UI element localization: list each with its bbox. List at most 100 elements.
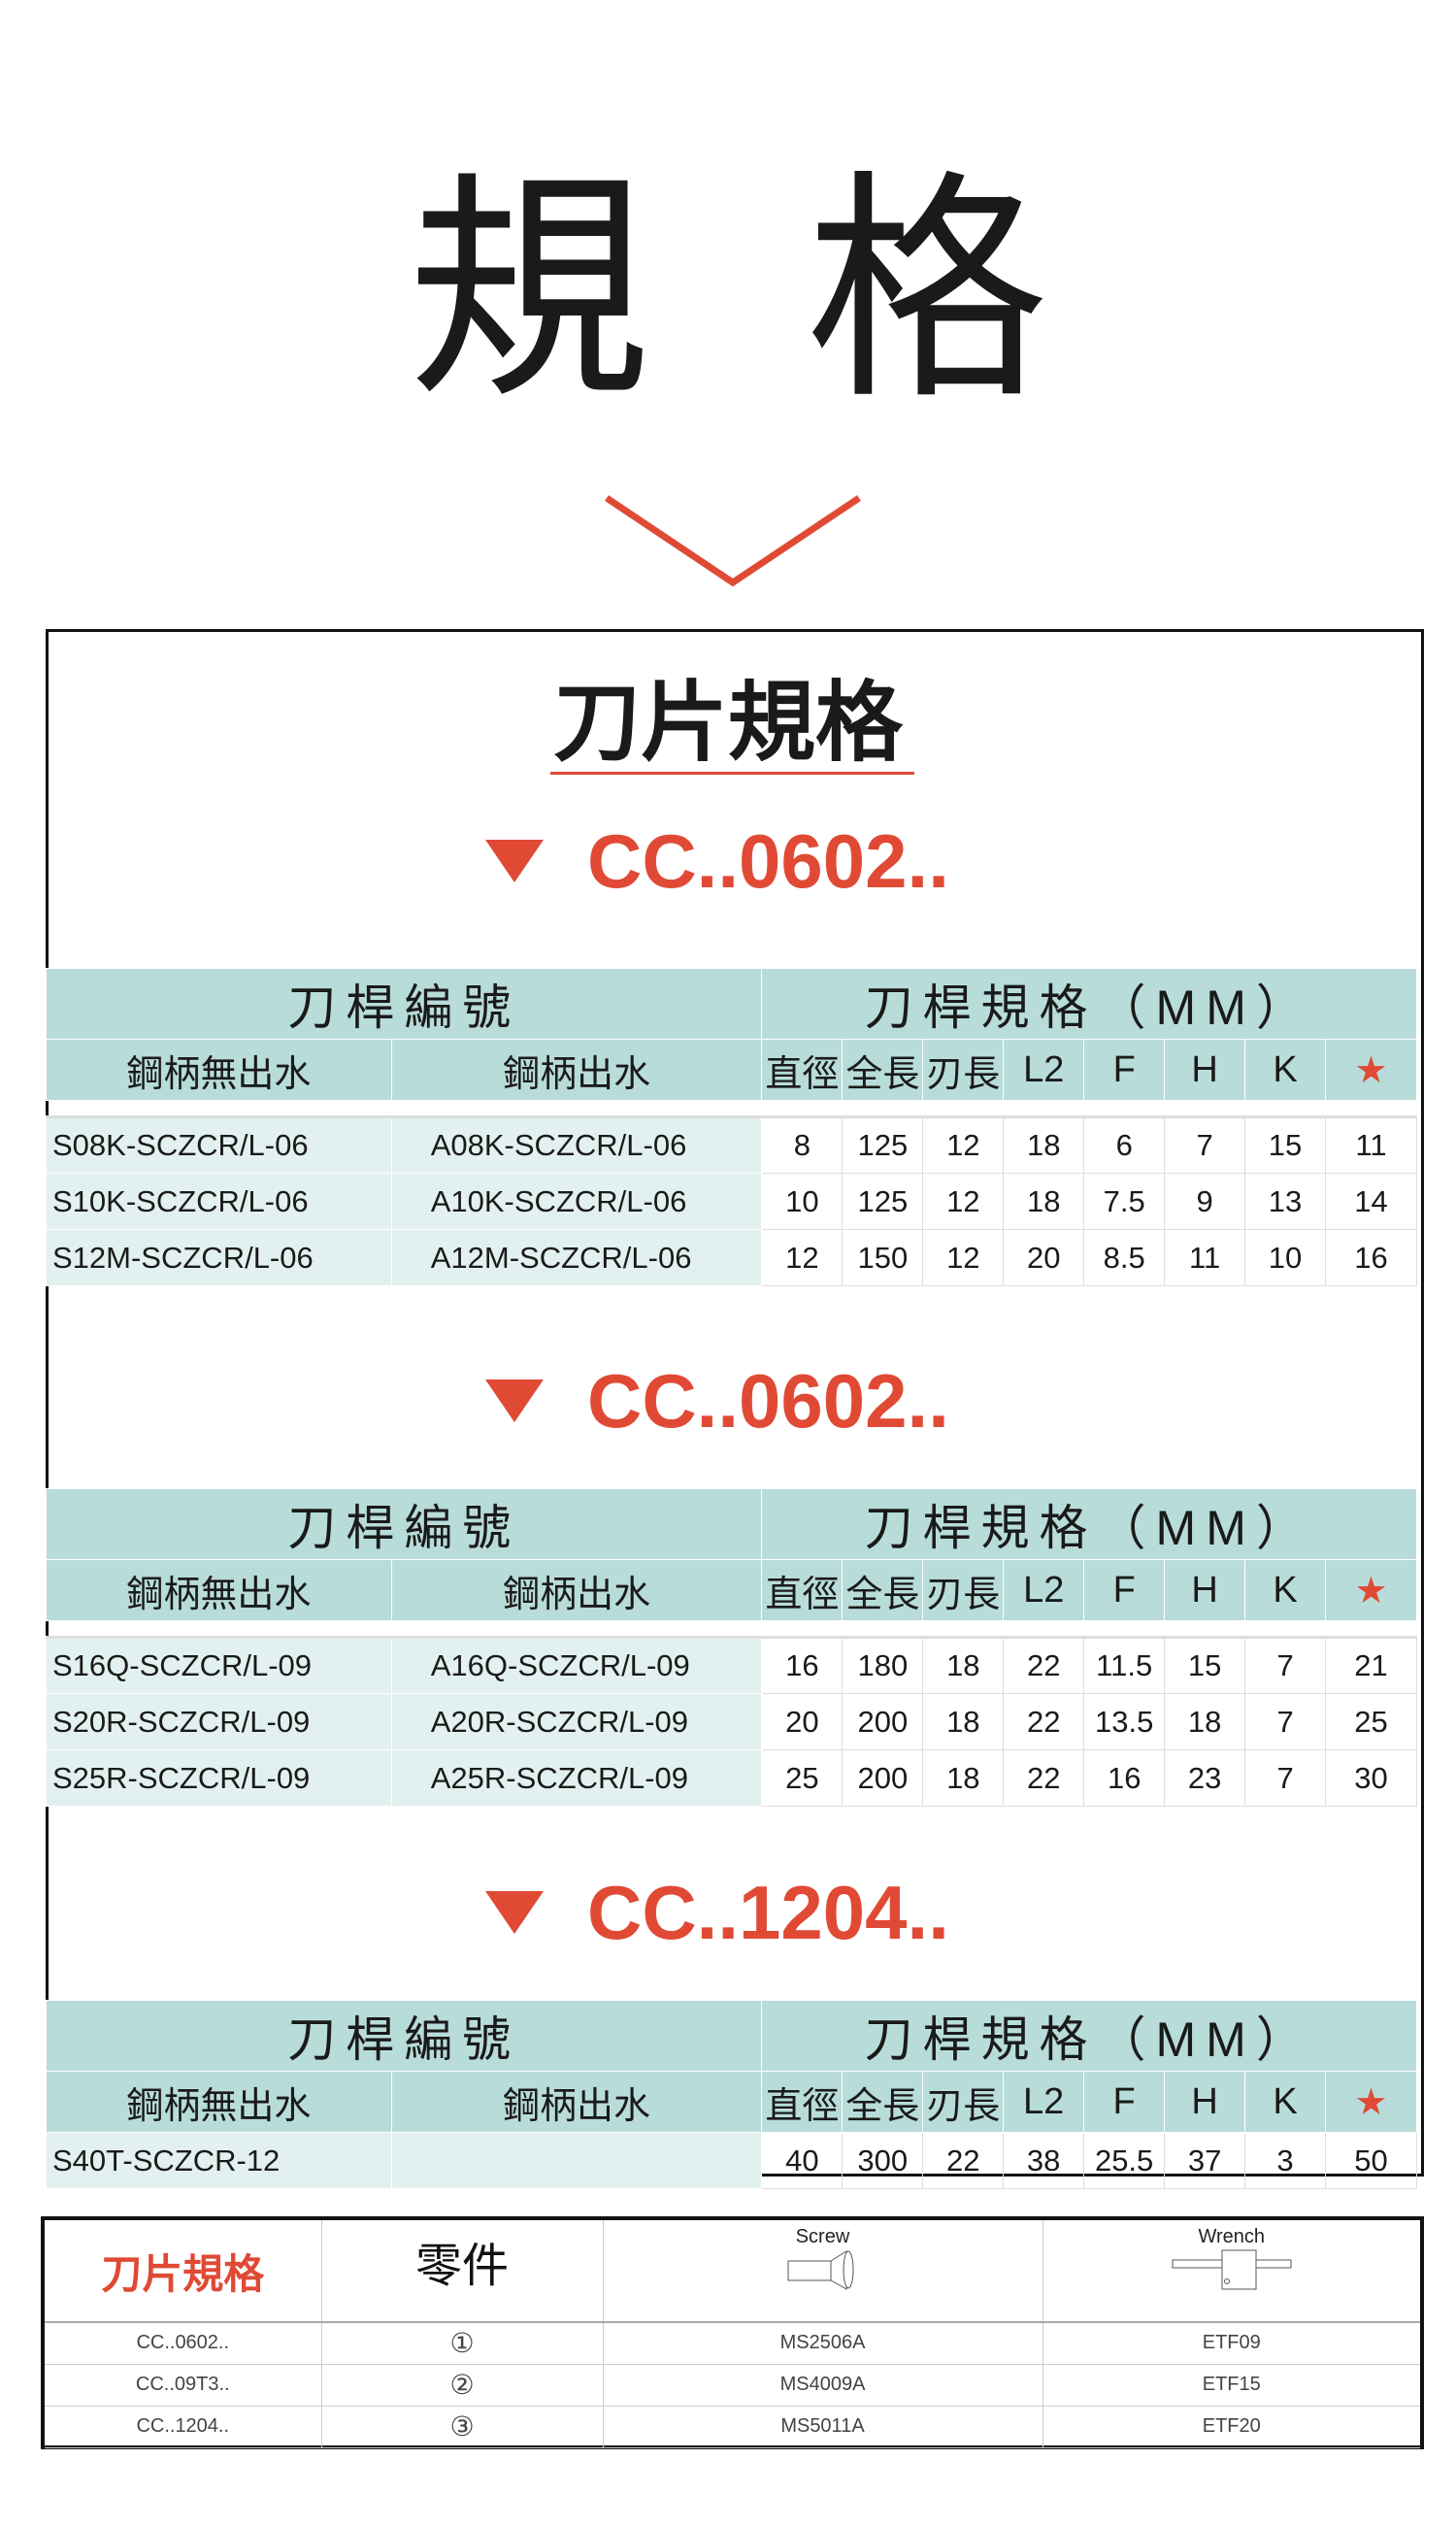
table-cell: 180: [842, 1637, 924, 1694]
table-cell: 21: [1325, 1637, 1417, 1694]
table-cell: 125: [842, 1116, 924, 1174]
table-cell: 12: [922, 1116, 1005, 1174]
parts-cell: ETF20: [1042, 2405, 1420, 2448]
section-heading: CC..0602..: [485, 1357, 949, 1445]
column-header: K: [1244, 1039, 1326, 1101]
parts-row: CC..0602.. ① MS2506A ETF09: [45, 2322, 1420, 2365]
table-cell: 18: [922, 1637, 1005, 1694]
parts-cell: CC..09T3..: [45, 2363, 322, 2407]
column-header: 鋼柄出水: [390, 1039, 763, 1101]
table-cell: 22: [922, 2132, 1005, 2189]
table-cell: 11: [1164, 1229, 1246, 1286]
table-cell: 125: [842, 1173, 924, 1230]
table-cell: S10K-SCZCR/L-06: [46, 1173, 392, 1230]
section-heading: CC..1204..: [485, 1869, 949, 1956]
table-row: S40T-SCZCR-12 40 300 22 38 25.5 37 3 50: [46, 2132, 1418, 2189]
parts-header-insert: 刀片規格: [45, 2220, 322, 2323]
column-header: H: [1164, 1559, 1246, 1621]
table-cell: 300: [842, 2132, 924, 2189]
spec-table: 刀桿編號 刀桿規格（MM） 鋼柄無出水 鋼柄出水 直徑 全長 刃長 L2 F H K ★ S08K-SC…: [45, 968, 1417, 1286]
column-header: 刃長: [922, 1039, 1005, 1101]
parts-cell: ETF15: [1042, 2363, 1420, 2407]
column-header: 直徑: [761, 2071, 844, 2133]
table-cell: 7: [1244, 1749, 1327, 1807]
page-title: 規格: [0, 146, 1456, 437]
table-cell: 20: [1003, 1229, 1085, 1286]
parts-table: 刀片規格 零件 Screw Wrench CC..0602.. ① MS2506A E…: [45, 2220, 1420, 2448]
table-row: S16Q-SCZCR/L-09 A16Q-SCZCR/L-09 16 180 18 22 1…: [46, 1637, 1417, 1694]
table-cell: 22: [1003, 1637, 1085, 1694]
column-header: K: [1244, 1559, 1327, 1621]
screw-icon: [787, 2250, 853, 2290]
table-cell: 150: [842, 1229, 924, 1286]
table-cell: 15: [1164, 1637, 1246, 1694]
wrench-label: Wrench: [1198, 2226, 1266, 2247]
column-header: 鋼柄出水: [390, 1559, 763, 1621]
spec-table: 刀桿編號 刀桿規格（MM） 鋼柄無出水 鋼柄出水 直徑 全長 刃長 L2 F H K ★ S40T-SC…: [45, 2000, 1418, 2189]
spec-heading: 刀片規格: [553, 672, 903, 774]
parts-cell: ②: [320, 2363, 604, 2407]
table-cell: 22: [1003, 1693, 1085, 1750]
column-header: 鋼柄無出水: [46, 2071, 392, 2133]
parts-cell: CC..1204..: [45, 2405, 322, 2448]
table-cell: 7: [1164, 1116, 1246, 1174]
table-cell: 9: [1164, 1173, 1246, 1230]
spec-table: 刀桿編號 刀桿規格（MM） 鋼柄無出水 鋼柄出水 直徑 全長 刃長 L2 F H K ★ S16Q-SC…: [45, 1488, 1417, 1807]
column-header: L2: [1003, 2071, 1085, 2133]
group-header-left: 刀桿編號: [45, 2000, 763, 2072]
table-cell: 14: [1325, 1173, 1417, 1230]
section-heading: CC..0602..: [485, 817, 949, 905]
group-header-left: 刀桿編號: [45, 1488, 763, 1560]
triangle-down-icon: [485, 1379, 544, 1422]
table-cell: 16: [1083, 1749, 1166, 1807]
section-label: CC..0602..: [587, 1357, 949, 1444]
parts-cell: ①: [320, 2322, 604, 2365]
parts-row: CC..09T3.. ② MS4009A ETF15: [45, 2363, 1420, 2407]
heading-underline: [550, 772, 914, 775]
table-cell: 50: [1324, 2132, 1418, 2189]
spacer: [46, 1620, 1417, 1639]
table-cell: S25R-SCZCR/L-09: [46, 1749, 392, 1807]
table-cell: 7: [1244, 1693, 1327, 1750]
table-cell: 20: [761, 1693, 844, 1750]
screw-label: Screw: [795, 2226, 850, 2247]
table-cell: 25.5: [1083, 2132, 1166, 2189]
column-header: 刃長: [922, 2071, 1005, 2133]
table-cell: 25: [1325, 1693, 1417, 1750]
parts-cell: CC..0602..: [45, 2322, 322, 2365]
column-header: F: [1083, 1559, 1166, 1621]
table-row: S10K-SCZCR/L-06 A10K-SCZCR/L-06 10 125 12 18 7…: [46, 1173, 1417, 1230]
parts-header-part: 零件: [320, 2220, 604, 2323]
table-cell: 18: [1003, 1116, 1085, 1174]
table-row: S25R-SCZCR/L-09 A25R-SCZCR/L-09 25 200 18 22 1…: [46, 1749, 1417, 1807]
chevron-down-icon: [605, 495, 861, 587]
table-cell: 6: [1083, 1116, 1166, 1174]
column-header: 鋼柄無出水: [46, 1559, 392, 1621]
group-header-right: 刀桿規格（MM）: [761, 1488, 1417, 1560]
table-row: S12M-SCZCR/L-06 A12M-SCZCR/L-06 12 150 12 20 8…: [46, 1229, 1417, 1286]
column-header: F: [1083, 1039, 1166, 1101]
table-cell: S40T-SCZCR-12: [46, 2132, 392, 2189]
table-cell: 7.5: [1083, 1173, 1166, 1230]
table-cell: S20R-SCZCR/L-09: [46, 1693, 392, 1750]
column-header: 刃長: [922, 1559, 1005, 1621]
column-header: 直徑: [761, 1039, 844, 1101]
table-cell: 13: [1244, 1173, 1326, 1230]
table-cell: 8.5: [1083, 1229, 1166, 1286]
table-cell: [390, 2132, 763, 2189]
parts-cell: MS2506A: [602, 2322, 1043, 2365]
column-header: 全長: [842, 1039, 924, 1101]
triangle-down-icon: [485, 1891, 544, 1934]
table-cell: 16: [761, 1637, 844, 1694]
table-cell: 12: [922, 1173, 1005, 1230]
table-row: S20R-SCZCR/L-09 A20R-SCZCR/L-09 20 200 18 22 1…: [46, 1693, 1417, 1750]
column-header: 鋼柄出水: [390, 2071, 763, 2133]
column-header: H: [1164, 1039, 1246, 1101]
table-cell: 10: [1244, 1229, 1326, 1286]
table-cell: 18: [922, 1749, 1005, 1807]
parts-row: CC..1204.. ③ MS5011A ETF20: [45, 2405, 1420, 2448]
table-cell: A16Q-SCZCR/L-09: [390, 1637, 763, 1694]
table-cell: 11.5: [1083, 1637, 1166, 1694]
table-cell: 40: [761, 2132, 844, 2189]
table-cell: 38: [1003, 2132, 1085, 2189]
